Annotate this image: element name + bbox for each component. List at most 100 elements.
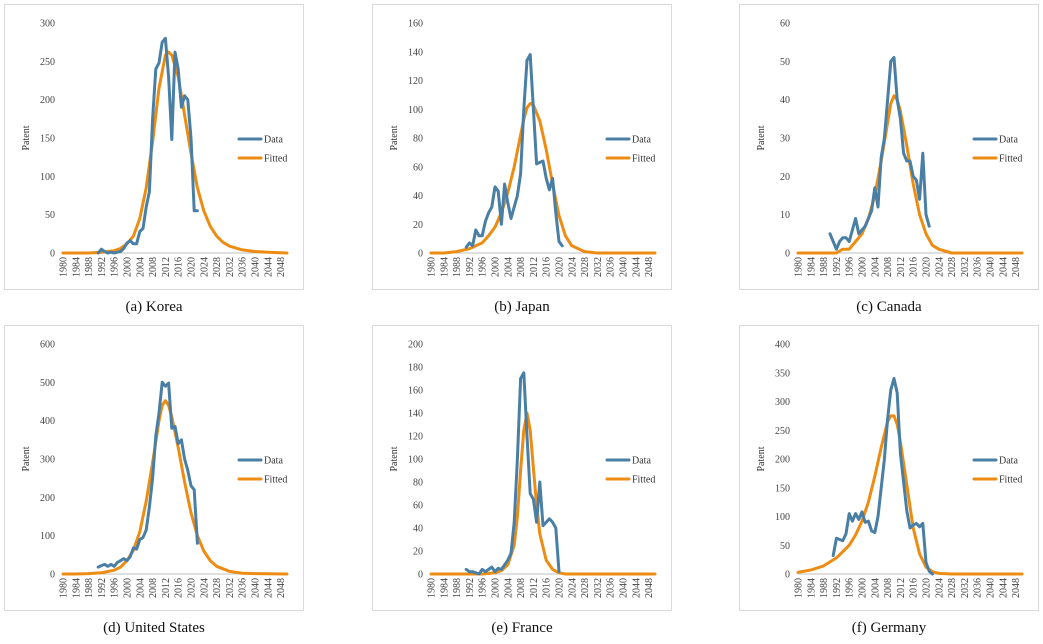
x-tick-label: 1996: [110, 578, 121, 598]
x-tick-label: 2044: [263, 578, 274, 598]
x-tick-label: 1988: [819, 257, 830, 277]
y-tick-label: 140: [408, 409, 423, 420]
x-tick-label: 2040: [986, 578, 997, 598]
series-line-data: [464, 53, 564, 249]
caption-korea: (a) Korea: [125, 299, 183, 315]
x-tick-label: 2020: [922, 578, 933, 598]
x-tick-label: 1984: [806, 257, 817, 277]
y-tick-label: 0: [418, 570, 423, 581]
x-tick-label: 2024: [934, 257, 945, 277]
y-tick-label: 80: [413, 134, 423, 145]
x-tick-label: 1980: [59, 578, 70, 598]
x-tick-label: 2004: [503, 257, 514, 277]
x-tick-label: 2016: [174, 578, 185, 598]
y-tick-label: 200: [775, 455, 790, 466]
x-tick-label: 2048: [1011, 257, 1022, 277]
x-tick-label: 1992: [97, 578, 108, 598]
y-axis-label: Patent: [21, 446, 32, 471]
x-tick-label: 2028: [947, 257, 958, 277]
x-tick-label: 1984: [71, 257, 82, 277]
chart-panel-germany: 0 50 100 150 200 250 300 350 400 1980 1984 1988 1992…: [739, 325, 1039, 611]
x-tick-label: 2008: [148, 578, 159, 598]
x-tick-label: 2028: [212, 257, 223, 277]
x-tick-label: 2048: [276, 257, 287, 277]
legend-label-fitted: Fitted: [632, 154, 655, 165]
x-tick-label: 2040: [251, 578, 262, 598]
y-tick-label: 40: [413, 524, 423, 535]
chart-panel-canada: 0 10 20 30 40 50 60 1980 1984 1988 1992 1996 2000 200…: [739, 4, 1039, 290]
series-line-fitted: [429, 411, 657, 576]
x-tick-label: 2036: [973, 257, 984, 277]
x-tick-label: 1992: [97, 257, 108, 277]
x-tick-label: 2024: [567, 257, 578, 277]
x-tick-label: 2044: [631, 257, 642, 277]
series-line-fitted: [796, 94, 1024, 255]
x-tick-label: 2048: [276, 578, 287, 598]
x-tick-label: 2000: [491, 257, 502, 277]
chart-panel-france: 0 20 40 60 80 100 120 140 160 180 200 1980 1984 1988 1…: [372, 325, 672, 611]
y-tick-label: 20: [413, 220, 423, 231]
x-tick-label: 1980: [427, 257, 438, 277]
x-tick-label: 1996: [478, 257, 489, 277]
x-tick-label: 2016: [542, 578, 553, 598]
x-tick-label: 1984: [439, 257, 450, 277]
series-line-fitted: [796, 414, 1024, 576]
y-tick-label: 500: [40, 378, 55, 389]
y-axis-label: Patent: [756, 125, 767, 150]
chart-germany: 0 50 100 150 200 250 300 350 400 1980 1984 1988 1992…: [756, 340, 1024, 598]
y-tick-label: 10: [780, 210, 790, 221]
x-tick-label: 2024: [199, 578, 210, 598]
chart-panel-korea: 0 50 100 150 200 250 300 1980 1984 1988 1992 1996 20…: [4, 4, 304, 290]
legend-label-data: Data: [264, 456, 283, 467]
y-tick-label: 100: [408, 455, 423, 466]
legend-label-data: Data: [632, 456, 651, 467]
x-tick-label: 2004: [503, 578, 514, 598]
y-tick-label: 80: [413, 478, 423, 489]
y-tick-label: 0: [785, 570, 790, 581]
x-tick-label: 1984: [71, 578, 82, 598]
x-tick-label: 2024: [199, 257, 210, 277]
x-tick-label: 1980: [794, 257, 805, 277]
y-tick-label: 160: [408, 386, 423, 397]
x-tick-label: 1984: [439, 578, 450, 598]
x-tick-label: 2040: [251, 257, 262, 277]
x-tick-label: 2032: [960, 257, 971, 277]
legend-label-fitted: Fitted: [264, 154, 287, 165]
series-line-fitted: [61, 399, 289, 576]
y-tick-label: 20: [780, 172, 790, 183]
y-axis-label: Patent: [389, 125, 400, 150]
y-tick-label: 100: [40, 172, 55, 183]
x-tick-label: 2032: [960, 578, 971, 598]
x-tick-label: 1992: [465, 257, 476, 277]
x-tick-label: 2032: [593, 578, 604, 598]
y-tick-label: 200: [40, 493, 55, 504]
x-tick-label: 1980: [794, 578, 805, 598]
y-tick-label: 60: [413, 162, 423, 173]
x-tick-label: 2012: [896, 578, 907, 598]
y-tick-label: 100: [408, 105, 423, 116]
x-tick-label: 2028: [212, 578, 223, 598]
y-tick-label: 120: [408, 76, 423, 87]
y-tick-label: 50: [780, 541, 790, 552]
y-tick-label: 150: [775, 483, 790, 494]
caption-france: (e) France: [491, 620, 553, 636]
x-tick-label: 1996: [478, 578, 489, 598]
x-tick-label: 2036: [973, 578, 984, 598]
x-tick-label: 1988: [84, 257, 95, 277]
y-tick-label: 200: [408, 340, 423, 351]
x-tick-label: 2016: [909, 257, 920, 277]
series-line-data: [96, 380, 199, 569]
y-tick-label: 300: [775, 397, 790, 408]
x-tick-label: 2048: [644, 257, 655, 277]
x-tick-label: 1996: [845, 578, 856, 598]
caption-canada: (c) Canada: [856, 299, 922, 315]
x-tick-label: 1984: [806, 578, 817, 598]
x-tick-label: 2048: [1011, 578, 1022, 598]
y-tick-label: 30: [780, 134, 790, 145]
y-tick-label: 300: [40, 455, 55, 466]
x-tick-label: 1992: [465, 578, 476, 598]
legend-label-data: Data: [632, 135, 651, 146]
x-tick-label: 2012: [529, 578, 540, 598]
